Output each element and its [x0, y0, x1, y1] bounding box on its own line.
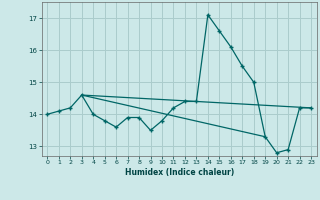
- X-axis label: Humidex (Indice chaleur): Humidex (Indice chaleur): [124, 168, 234, 177]
